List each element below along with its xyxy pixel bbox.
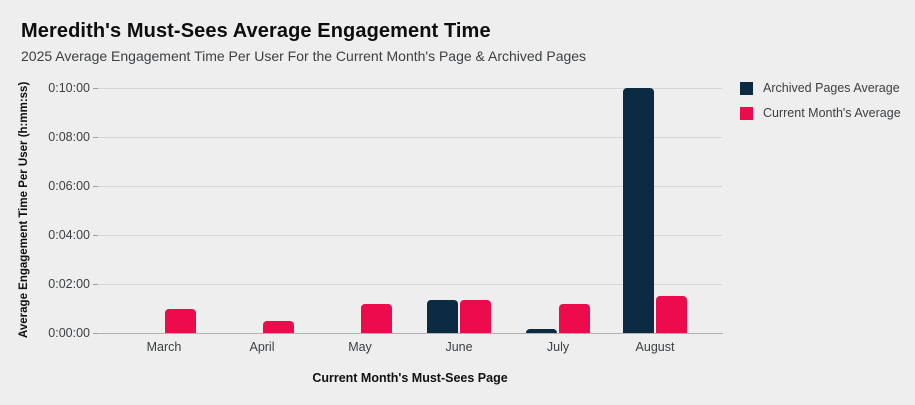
bar-current-may[interactable] bbox=[361, 304, 392, 333]
legend-swatch-current bbox=[740, 106, 753, 120]
bar-archived-july[interactable] bbox=[526, 328, 557, 333]
y-axis-tick bbox=[93, 186, 98, 187]
bar-archived-august[interactable] bbox=[623, 88, 654, 333]
chart-title: Meredith's Must-Sees Average Engagement … bbox=[21, 20, 491, 42]
y-axis-tick-label: 0:06:00 bbox=[48, 179, 90, 193]
x-axis-label-march: March bbox=[146, 340, 182, 354]
y-axis-tick bbox=[93, 235, 98, 236]
bar-current-august[interactable] bbox=[656, 296, 687, 333]
legend: Archived Pages Average Current Month's A… bbox=[740, 81, 901, 131]
y-axis-tick bbox=[93, 88, 98, 89]
bar-archived-june[interactable] bbox=[427, 300, 458, 333]
y-axis-tick bbox=[93, 284, 98, 285]
y-axis-tick-label: 0:08:00 bbox=[48, 130, 90, 144]
x-axis-label-april: April bbox=[249, 340, 275, 354]
bar-current-april[interactable] bbox=[263, 320, 294, 333]
gridline bbox=[98, 235, 722, 236]
gridline bbox=[98, 284, 722, 285]
y-axis-tick-label: 0:10:00 bbox=[48, 81, 90, 95]
bar-current-june[interactable] bbox=[460, 300, 491, 333]
y-axis-tick-label: 0:04:00 bbox=[48, 228, 90, 242]
bar-current-july[interactable] bbox=[559, 304, 590, 333]
legend-label-current: Current Month's Average bbox=[763, 106, 901, 120]
x-axis-baseline bbox=[98, 333, 723, 334]
legend-item-current[interactable]: Current Month's Average bbox=[740, 106, 901, 120]
legend-swatch-archived bbox=[740, 81, 753, 95]
gridline bbox=[98, 137, 722, 138]
gridline bbox=[98, 186, 722, 187]
gridline bbox=[98, 88, 722, 89]
y-axis-tick-label: 0:00:00 bbox=[48, 326, 90, 340]
legend-item-archived[interactable]: Archived Pages Average bbox=[740, 81, 901, 95]
x-axis-label-may: May bbox=[348, 340, 372, 354]
x-axis-label-june: June bbox=[445, 340, 473, 354]
bar-current-march[interactable] bbox=[165, 308, 196, 333]
y-axis-tick-label: 0:02:00 bbox=[48, 277, 90, 291]
x-axis-title: Current Month's Must-Sees Page bbox=[312, 371, 508, 385]
x-axis-label-july: July bbox=[546, 340, 570, 354]
chart-subtitle: 2025 Average Engagement Time Per User Fo… bbox=[21, 48, 587, 64]
y-axis-tick bbox=[93, 137, 98, 138]
y-axis-tick bbox=[93, 333, 98, 334]
x-axis-label-august: August bbox=[635, 340, 675, 354]
legend-label-archived: Archived Pages Average bbox=[763, 81, 900, 95]
